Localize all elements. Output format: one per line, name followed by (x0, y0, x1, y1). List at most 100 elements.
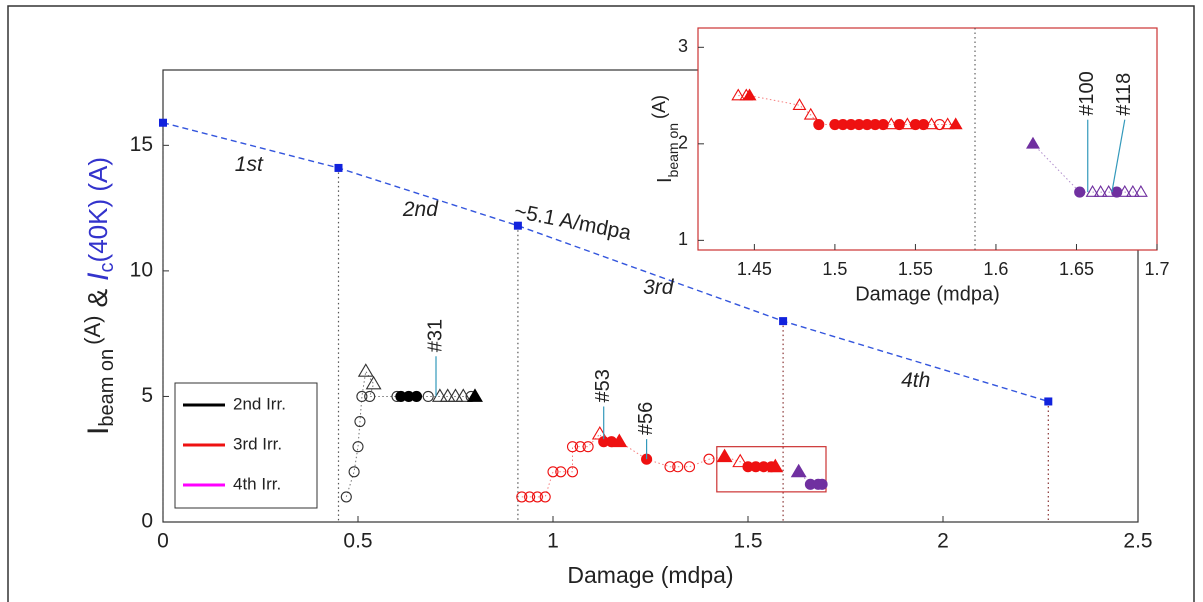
plot-area (697, 27, 1158, 251)
data-point (555, 466, 567, 478)
figure-frame (7, 5, 1195, 602)
series-line (345, 369, 475, 498)
x-tick-label: 1.5 (733, 530, 762, 553)
y-tick-label: 2 (678, 133, 688, 153)
data-point (732, 453, 749, 468)
data-point (365, 375, 382, 390)
data-point (1026, 136, 1040, 149)
y-label-part: (40K) (A) (83, 157, 113, 262)
data-point (582, 441, 594, 453)
y-axis-label: Ibeam on (A) (649, 95, 681, 183)
fit-point (334, 163, 343, 172)
data-point (1111, 186, 1123, 198)
data-point (566, 466, 579, 478)
data-point (940, 117, 955, 130)
x-axis-label: Damage (mdpa) (567, 562, 733, 588)
data-point (731, 88, 746, 101)
data-point (1117, 185, 1132, 197)
data-point (803, 107, 818, 120)
x-tick-label: 1.7 (1144, 259, 1169, 279)
x-tick-label: 1.5 (822, 259, 847, 279)
data-point (439, 388, 456, 402)
y-label-part: beam on (665, 123, 681, 177)
data-point (611, 433, 628, 448)
fit-line (162, 122, 1049, 403)
fit-point (159, 118, 167, 127)
data-point (792, 98, 807, 110)
zoom-box (716, 446, 827, 493)
data-point (364, 390, 376, 402)
data-point (1074, 186, 1086, 198)
x-tick-label: 1.65 (1059, 259, 1094, 279)
x-axis-label: Damage (mdpa) (855, 283, 1000, 305)
data-point (703, 453, 715, 465)
data-point (410, 390, 423, 402)
data-point (354, 416, 366, 428)
data-point (790, 463, 807, 478)
y-tick-label: 0 (141, 510, 153, 533)
fit-point (1044, 397, 1053, 406)
point-label: #53 (592, 369, 614, 402)
legend-label: 4th Irr. (233, 474, 281, 493)
x-tick-label: 0.5 (343, 530, 372, 553)
y-label-part: (A) (649, 95, 669, 119)
data-point (948, 117, 963, 130)
fit-point (779, 317, 788, 326)
x-tick-label: 2 (937, 530, 949, 553)
data-point (531, 491, 543, 503)
label-leader (1111, 119, 1126, 193)
data-point (547, 466, 559, 478)
y-tick-label: 3 (678, 36, 688, 56)
data-point (742, 88, 757, 101)
series-line (1032, 143, 1141, 193)
annotation: 4th (901, 369, 930, 392)
data-point (524, 491, 536, 503)
data-point (348, 466, 360, 478)
point-label: #56 (635, 402, 657, 435)
data-point (664, 461, 676, 473)
data-point (1085, 185, 1100, 197)
x-tick-label: 1.6 (983, 259, 1008, 279)
annotation: 2nd (402, 198, 439, 221)
y-tick-label: 10 (130, 258, 153, 281)
data-point (716, 448, 733, 463)
data-point (816, 478, 828, 490)
y-label-part: I (82, 427, 115, 435)
x-tick-label: 1.45 (737, 259, 772, 279)
y-label-part: c (96, 262, 118, 272)
data-point (574, 441, 586, 453)
y-label-part: (A) (80, 315, 105, 344)
data-point (422, 390, 434, 402)
point-label: #31 (424, 319, 446, 352)
point-label: #118 (1113, 73, 1135, 116)
y-tick-label: 1 (678, 229, 688, 249)
y-label-part: I (654, 177, 676, 183)
data-point (352, 441, 364, 453)
data-point (767, 458, 784, 473)
x-tick-label: 1 (547, 530, 559, 553)
x-tick-label: 2.5 (1123, 530, 1152, 553)
data-point (467, 388, 483, 402)
data-point (357, 363, 374, 377)
annotation: 3rd (643, 276, 675, 299)
data-point (455, 388, 472, 402)
legend-label: 3rd Irr. (233, 434, 282, 453)
data-point (1133, 185, 1148, 197)
data-point (539, 491, 551, 503)
legend-label: 2nd Irr. (233, 394, 286, 413)
data-point (672, 461, 684, 473)
fit-point (513, 221, 522, 230)
data-point (340, 491, 352, 503)
data-point (683, 461, 696, 473)
data-point (813, 118, 825, 131)
y-axis-label: Ibeam on (A) & Ic(40K) (A) (80, 157, 118, 435)
y-label-part: & (82, 288, 113, 307)
data-point (566, 441, 579, 453)
annotation: 1st (235, 153, 264, 176)
data-point (893, 118, 905, 131)
x-tick-label: 1.55 (898, 259, 933, 279)
y-tick-label: 5 (141, 384, 153, 407)
data-point (1125, 185, 1140, 197)
y-label-part: I (82, 272, 115, 280)
